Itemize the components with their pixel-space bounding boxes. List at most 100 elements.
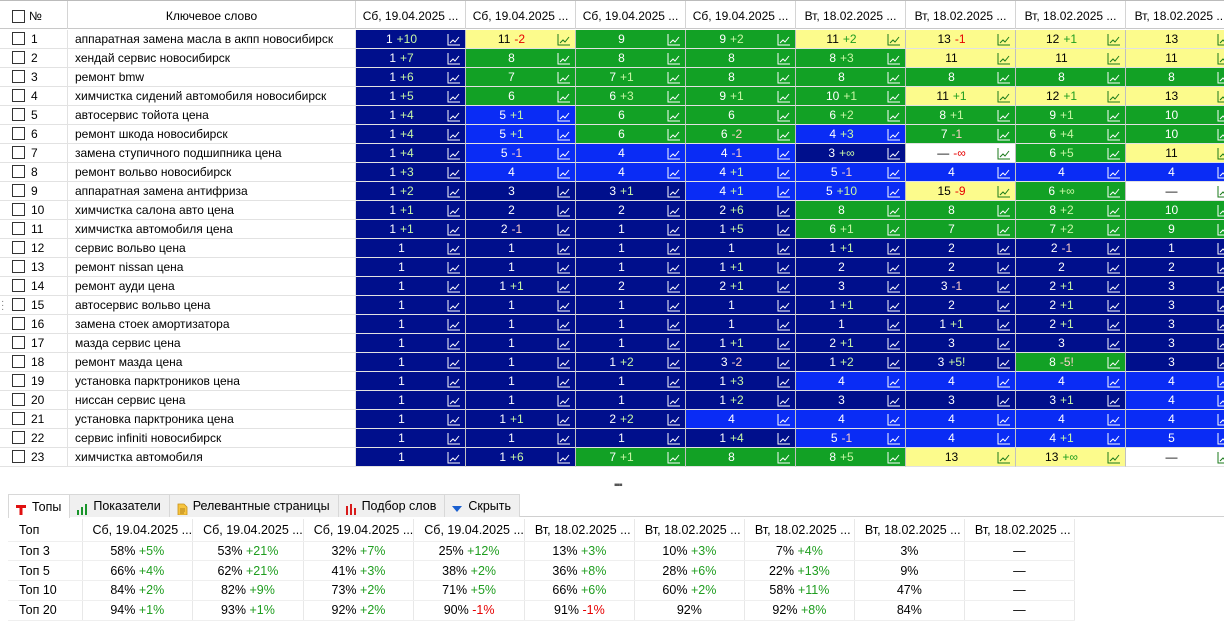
position-cell[interactable]: 11 +1 [906,87,1016,106]
position-cell[interactable]: 1 +1 [796,239,906,258]
tops-date-header[interactable]: Сб, 19.04.2025 ... [413,519,525,542]
trend-chart-icon[interactable] [557,432,571,445]
position-cell[interactable]: 5 -1 [796,163,906,182]
position-cell[interactable]: 8 [1126,68,1224,87]
trend-chart-icon[interactable] [777,204,791,217]
position-cell[interactable]: 1 +1 [356,220,466,239]
trend-chart-icon[interactable] [997,375,1011,388]
trend-chart-icon[interactable] [887,204,901,217]
trend-chart-icon[interactable] [667,128,681,141]
table-row[interactable]: 2 хендай сервис новосибирск 1 +7 8 8 8 8 +3 11 11 1… [0,49,1224,68]
keyword-cell[interactable]: замена стоек амортизатора [68,315,356,334]
tab-indicators[interactable]: Показатели [69,494,170,517]
position-cell[interactable]: 8 [796,201,906,220]
trend-chart-icon[interactable] [997,33,1011,46]
position-cell[interactable]: 5 -1 [796,429,906,448]
table-row[interactable]: 5 автосервис тойота цена 1 +4 5 +1 6 6 6 +2 8 +1 9 +1… [0,106,1224,125]
position-cell[interactable]: 1 [356,296,466,315]
position-cell[interactable]: 1 +3 [356,163,466,182]
trend-chart-icon[interactable] [667,261,681,274]
position-cell[interactable]: 1 +2 [356,182,466,201]
trend-chart-icon[interactable] [557,261,571,274]
trend-chart-icon[interactable] [1107,299,1121,312]
trend-chart-icon[interactable] [777,185,791,198]
trend-chart-icon[interactable] [997,204,1011,217]
position-cell[interactable]: 5 +1 [466,125,576,144]
trend-chart-icon[interactable] [447,147,461,160]
trend-chart-icon[interactable] [557,52,571,65]
position-cell[interactable]: 6 [576,125,686,144]
position-cell[interactable]: 1 [356,334,466,353]
position-cell[interactable]: 15 -9 [906,182,1016,201]
trend-chart-icon[interactable] [997,413,1011,426]
position-cell[interactable]: 7 [906,220,1016,239]
position-cell[interactable]: 3 [906,391,1016,410]
table-row[interactable]: 20 ниссан сервис цена 1 1 1 1 +2 3 3 3 +1 4 [0,391,1224,410]
tops-label-header[interactable]: Топ [8,519,83,542]
position-cell[interactable]: 8 +3 [796,49,906,68]
row-number-cell[interactable]: 5 [0,106,68,125]
trend-chart-icon[interactable] [887,337,901,350]
position-cell[interactable]: 8 [686,448,796,467]
trend-chart-icon[interactable] [1107,375,1121,388]
trend-chart-icon[interactable] [447,451,461,464]
position-cell[interactable]: 13 [1126,87,1224,106]
position-cell[interactable]: 1 [356,239,466,258]
trend-chart-icon[interactable] [997,318,1011,331]
position-cell[interactable]: 3 +1 [1016,391,1126,410]
row-checkbox[interactable] [12,89,25,103]
trend-chart-icon[interactable] [1107,109,1121,122]
trend-chart-icon[interactable] [557,280,571,293]
trend-chart-icon[interactable] [1217,147,1224,160]
tops-date-header[interactable]: Сб, 19.04.2025 ... [82,519,194,542]
keyword-cell[interactable]: ниссан сервис цена [68,391,356,410]
row-number-cell[interactable]: 8 [0,163,68,182]
position-cell[interactable]: 1 [686,239,796,258]
position-cell[interactable]: 13 [906,448,1016,467]
position-cell[interactable]: 4 [906,372,1016,391]
trend-chart-icon[interactable] [447,337,461,350]
trend-chart-icon[interactable] [887,52,901,65]
trend-chart-icon[interactable] [997,223,1011,236]
position-cell[interactable]: 5 +1 [466,106,576,125]
select-all-checkbox[interactable] [12,10,25,24]
trend-chart-icon[interactable] [1217,185,1224,198]
trend-chart-icon[interactable] [887,299,901,312]
position-cell[interactable]: 2 +1 [796,334,906,353]
trend-chart-icon[interactable] [777,375,791,388]
trend-chart-icon[interactable] [1107,394,1121,407]
trend-chart-icon[interactable] [1217,128,1224,141]
trend-chart-icon[interactable] [667,432,681,445]
trend-chart-icon[interactable] [887,109,901,122]
position-cell[interactable]: 2 +1 [1016,296,1126,315]
position-cell[interactable]: 3 [796,391,906,410]
position-cell[interactable]: 7 +1 [576,68,686,87]
trend-chart-icon[interactable] [1107,128,1121,141]
panel-resize-grip[interactable]: · · · [1,296,5,315]
trend-chart-icon[interactable] [557,299,571,312]
trend-chart-icon[interactable] [997,71,1011,84]
trend-chart-icon[interactable] [887,166,901,179]
trend-chart-icon[interactable] [667,52,681,65]
row-number-cell[interactable]: 18 [0,353,68,372]
position-cell[interactable]: 1 +1 [466,277,576,296]
position-cell[interactable]: 1 +2 [686,391,796,410]
trend-chart-icon[interactable] [887,375,901,388]
trend-chart-icon[interactable] [777,33,791,46]
trend-chart-icon[interactable] [777,52,791,65]
trend-chart-icon[interactable] [447,185,461,198]
trend-chart-icon[interactable] [777,261,791,274]
trend-chart-icon[interactable] [1217,223,1224,236]
trend-chart-icon[interactable] [887,394,901,407]
trend-chart-icon[interactable] [667,356,681,369]
date-column-header[interactable]: Сб, 19.04.2025 ... [576,1,686,29]
position-cell[interactable]: 1 [576,315,686,334]
trend-chart-icon[interactable] [777,166,791,179]
position-cell[interactable]: 1 [686,296,796,315]
position-cell[interactable]: 2 +6 [686,201,796,220]
position-cell[interactable]: 3 -2 [686,353,796,372]
table-row[interactable]: 6 ремонт шкода новосибирск 1 +4 5 +1 6 6 -2 4 +3 7-… [0,125,1224,144]
tops-date-header[interactable]: Вт, 18.02.2025 ... [634,519,745,542]
trend-chart-icon[interactable] [667,71,681,84]
horizontal-splitter[interactable]: ▪▪▪ [0,478,1224,492]
